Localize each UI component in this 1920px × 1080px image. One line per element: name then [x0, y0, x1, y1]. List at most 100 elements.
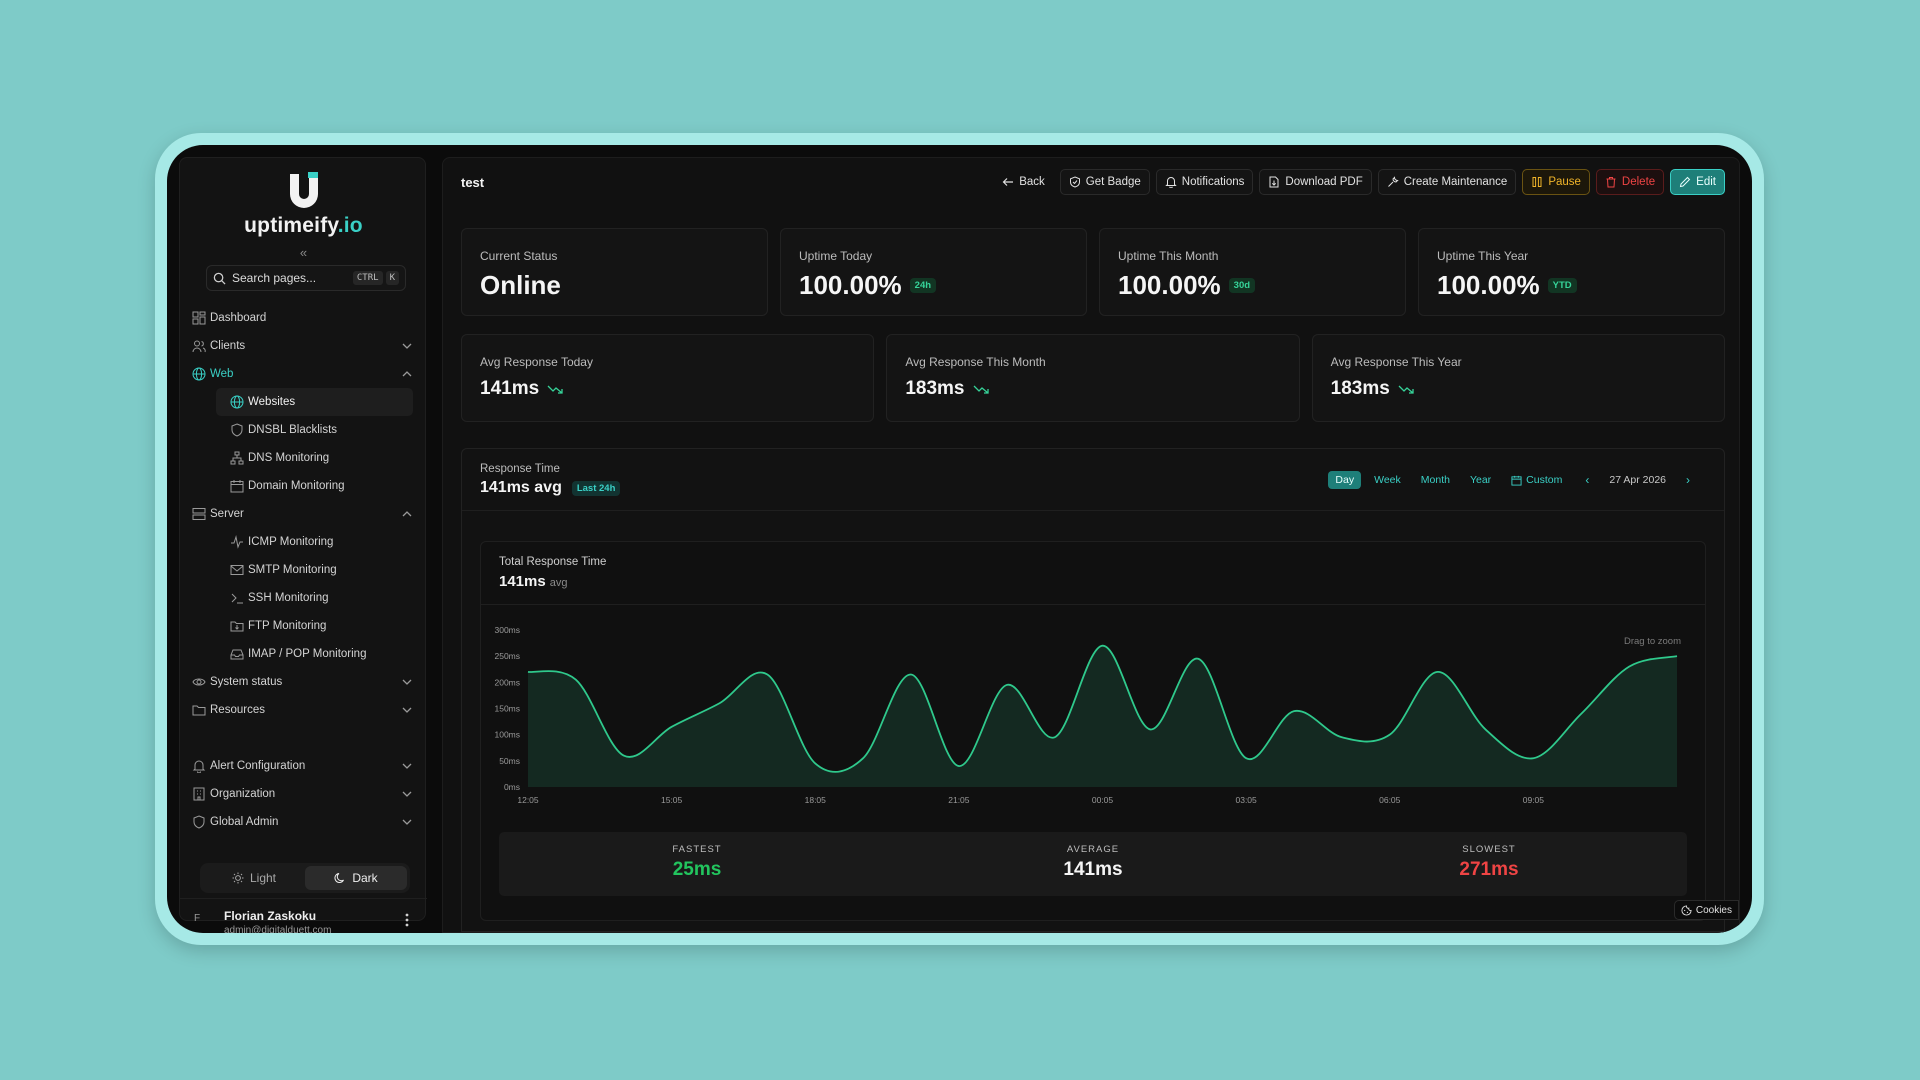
sidebar-item-imap-pop-monitoring[interactable]: IMAP / POP Monitoring [180, 640, 427, 668]
sidebar-item-label: System status [210, 676, 283, 688]
prev-date-button[interactable]: ‹ [1585, 473, 1590, 487]
shield-icon [193, 815, 205, 829]
sidebar-item-web[interactable]: Web [180, 360, 427, 388]
data-point[interactable] [1148, 727, 1152, 731]
users-icon [192, 340, 206, 353]
next-date-button[interactable]: › [1686, 473, 1690, 487]
range-week-button[interactable]: Week [1374, 474, 1401, 486]
edit-button[interactable]: Edit [1670, 169, 1725, 195]
status-cards: Current Status Online Uptime Today 100.0… [461, 228, 1725, 316]
data-point[interactable] [1244, 756, 1248, 760]
data-point[interactable] [861, 756, 865, 760]
sidebar-item-dnsbl-blacklists[interactable]: DNSBL Blacklists [180, 416, 427, 444]
cookies-button[interactable]: Cookies [1673, 900, 1739, 920]
sidebar-item-server[interactable]: Server [180, 500, 427, 528]
building-icon [193, 787, 205, 801]
notifications-label: Notifications [1181, 176, 1245, 188]
user-profile[interactable]: F Florian Zaskoku admin@digitalduett.com [180, 898, 427, 933]
sidebar-item-dns-monitoring[interactable]: DNS Monitoring [180, 444, 427, 472]
data-point[interactable] [1436, 670, 1440, 674]
sidebar-item-icmp-monitoring[interactable]: ICMP Monitoring [180, 528, 427, 556]
trend-down-icon [973, 385, 989, 394]
arrow-left-icon [1002, 178, 1014, 186]
range-custom-button[interactable]: Custom [1504, 471, 1569, 489]
collapse-sidebar-button[interactable]: « [299, 245, 308, 260]
data-point[interactable] [1675, 654, 1679, 658]
create-maintenance-button[interactable]: Create Maintenance [1377, 169, 1517, 195]
card-value-row: 100.00% YTD [1437, 270, 1577, 301]
data-point[interactable] [909, 672, 913, 676]
data-point[interactable] [1531, 756, 1535, 760]
search-pages-input[interactable]: Search pages... CTRL K [206, 265, 406, 291]
folder-icon [230, 621, 244, 632]
data-point[interactable] [622, 754, 626, 758]
get-badge-button[interactable]: Get Badge [1059, 169, 1150, 195]
chart-divider [481, 604, 1705, 605]
range-month-button[interactable]: Month [1420, 474, 1450, 486]
data-point[interactable] [1627, 665, 1631, 669]
sidebar-item-label: FTP Monitoring [248, 620, 327, 632]
sidebar-item-alert-configuration[interactable]: Alert Configuration [180, 752, 427, 780]
data-point[interactable] [1388, 733, 1392, 737]
data-point[interactable] [957, 764, 961, 768]
uptime-month-card: Uptime This Month 100.00% 30d [1099, 228, 1406, 316]
card-value-row: Online [480, 270, 561, 301]
pencil-icon [1680, 176, 1691, 188]
back-button[interactable]: Back [993, 169, 1054, 195]
data-point[interactable] [813, 761, 817, 765]
avg-response-today-card: Avg Response Today 141ms [461, 334, 875, 422]
sidebar-item-system-status[interactable]: System status [180, 668, 427, 696]
data-point[interactable] [1101, 644, 1105, 648]
sidebar-item-ssh-monitoring[interactable]: SSH Monitoring [180, 584, 427, 612]
sidebar-item-ftp-monitoring[interactable]: FTP Monitoring [180, 612, 427, 640]
theme-toggle: Light Dark [200, 863, 410, 893]
sidebar-item-clients[interactable]: Clients [180, 332, 427, 360]
data-point[interactable] [670, 725, 674, 729]
pause-button[interactable]: Pause [1522, 169, 1590, 195]
x-tick-label: 12:05 [517, 795, 539, 805]
range-year-button[interactable]: Year [1469, 474, 1492, 486]
sidebar-item-label: Clients [210, 340, 246, 352]
data-point[interactable] [526, 670, 530, 674]
card-value-row: 183ms [1331, 378, 1414, 400]
range-day-button[interactable]: Day [1328, 471, 1362, 489]
delete-button[interactable]: Delete [1595, 169, 1665, 195]
data-point[interactable] [1579, 712, 1583, 716]
sidebar-item-organization[interactable]: Organization [180, 780, 427, 808]
page-title: test [461, 175, 485, 190]
data-point[interactable] [1053, 735, 1057, 739]
chevron-up-icon [402, 511, 412, 517]
response-line [527, 644, 1678, 773]
response-area-fill [528, 645, 1677, 787]
data-point[interactable] [574, 678, 578, 682]
more-vertical-icon[interactable] [405, 913, 409, 927]
data-point[interactable] [1292, 709, 1296, 713]
logo[interactable]: uptimeify.io [180, 172, 427, 238]
back-label: Back [1019, 176, 1045, 188]
sidebar-item-smtp-monitoring[interactable]: SMTP Monitoring [180, 556, 427, 584]
card-value: 141ms [480, 378, 540, 399]
data-point[interactable] [1340, 735, 1344, 739]
notifications-button[interactable]: Notifications [1155, 169, 1254, 195]
chevron-down-icon [402, 791, 412, 797]
x-tick-label: 03:05 [1235, 795, 1257, 805]
x-tick-label: 21:05 [948, 795, 970, 805]
response-time-plot[interactable]: 0ms 50ms 100ms 150ms 200ms 250ms 300ms 12:05 15:… [481, 612, 1699, 817]
data-point[interactable] [1005, 683, 1009, 687]
sidebar-item-domain-monitoring[interactable]: Domain Monitoring [180, 472, 427, 500]
data-point[interactable] [765, 672, 769, 676]
sidebar-item-websites[interactable]: Websites [216, 388, 413, 416]
sidebar-item-resources[interactable]: Resources [180, 696, 427, 724]
shortcut-ctrl: CTRL [352, 271, 383, 285]
theme-light-button[interactable]: Light [203, 866, 305, 890]
sidebar-item-dashboard[interactable]: Dashboard [180, 304, 427, 332]
sidebar-item-global-admin[interactable]: Global Admin [180, 808, 427, 836]
card-value: 100.00% [1437, 270, 1540, 300]
data-point[interactable] [1484, 727, 1488, 731]
data-point[interactable] [718, 701, 722, 705]
data-point[interactable] [1196, 657, 1200, 661]
theme-dark-label: Dark [352, 871, 378, 885]
download-pdf-button[interactable]: Download PDF [1259, 169, 1372, 195]
cookie-icon [1681, 904, 1692, 916]
theme-dark-button[interactable]: Dark [305, 866, 407, 890]
